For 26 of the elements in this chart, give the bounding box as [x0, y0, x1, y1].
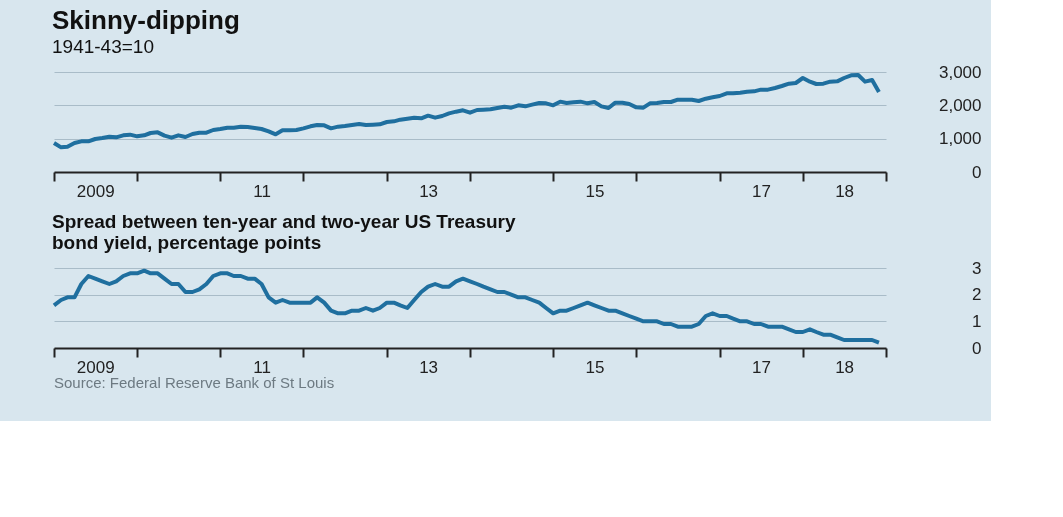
x-tick-label: 18	[835, 357, 855, 377]
x-tick-label: 18	[835, 181, 855, 201]
chart-subtitle: 1941-43=10	[52, 36, 154, 57]
x-tick-label: 11	[253, 181, 271, 201]
x-tick-label: 2009	[76, 357, 115, 377]
x-tick-label: 13	[419, 181, 439, 201]
x-tick-label: 15	[585, 357, 605, 377]
x-tick-label: 17	[751, 181, 771, 201]
x-tick-label: 17	[751, 357, 771, 377]
y-tick-label: 0	[972, 162, 982, 182]
x-tick-label: 13	[419, 357, 439, 377]
chart-title: Skinny-dipping	[52, 5, 240, 35]
y-tick-label: 3,000	[938, 62, 982, 82]
x-tick-label: 2009	[76, 181, 115, 201]
line-series	[52, 268, 881, 345]
y-tick-label: 3	[972, 258, 982, 278]
x-tick-label: 15	[585, 181, 605, 201]
source-note: Source: Federal Reserve Bank of St Louis	[54, 374, 335, 391]
y-tick-label: 2	[972, 285, 982, 305]
y-tick-label: 2,000	[938, 95, 982, 115]
y-tick-label: 0	[972, 338, 982, 358]
line-series	[52, 73, 881, 150]
chart-title: Spread between ten-year and two-year US Treasury bond yield, percentage points	[52, 211, 516, 253]
y-tick-label: 1	[972, 311, 982, 331]
x-tick-label: 11	[253, 357, 271, 377]
y-tick-label: 1,000	[938, 129, 982, 149]
